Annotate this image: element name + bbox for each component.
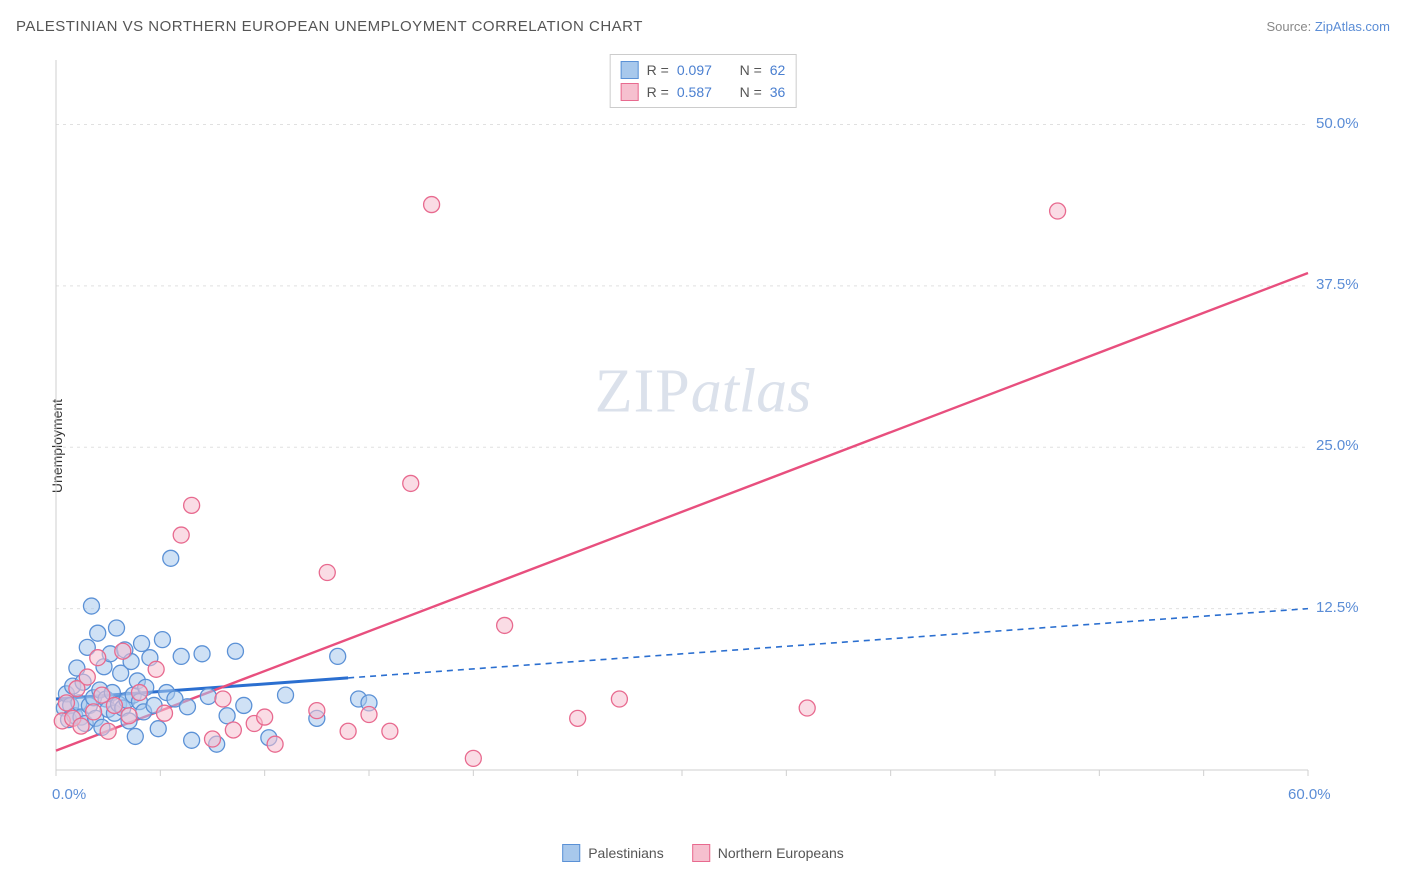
legend-swatch: [692, 844, 710, 862]
y-tick-label: 37.5%: [1316, 276, 1359, 293]
legend-swatch: [562, 844, 580, 862]
legend-swatch: [621, 83, 639, 101]
x-max-label: 60.0%: [1288, 786, 1331, 803]
plot-area: [48, 50, 1358, 830]
source-label: Source: ZipAtlas.com: [1266, 19, 1390, 34]
y-tick-label: 12.5%: [1316, 599, 1359, 616]
bottom-legend-item: Northern Europeans: [692, 844, 844, 862]
x-origin-label: 0.0%: [52, 786, 86, 803]
scatter-plot-svg: [48, 50, 1358, 830]
legend-swatch: [621, 61, 639, 79]
chart-title: PALESTINIAN VS NORTHERN EUROPEAN UNEMPLO…: [16, 18, 643, 35]
legend-row: R = 0.587 N = 36: [621, 81, 786, 103]
y-tick-label: 50.0%: [1316, 115, 1359, 132]
correlation-legend: R = 0.097 N = 62R = 0.587 N = 36: [610, 54, 797, 108]
legend-row: R = 0.097 N = 62: [621, 59, 786, 81]
y-tick-label: 25.0%: [1316, 437, 1359, 454]
bottom-legend-label: Northern Europeans: [718, 845, 844, 861]
bottom-legend-item: Palestinians: [562, 844, 664, 862]
series-legend: Palestinians Northern Europeans: [562, 844, 844, 862]
source-link[interactable]: ZipAtlas.com: [1315, 19, 1390, 34]
bottom-legend-label: Palestinians: [588, 845, 664, 861]
